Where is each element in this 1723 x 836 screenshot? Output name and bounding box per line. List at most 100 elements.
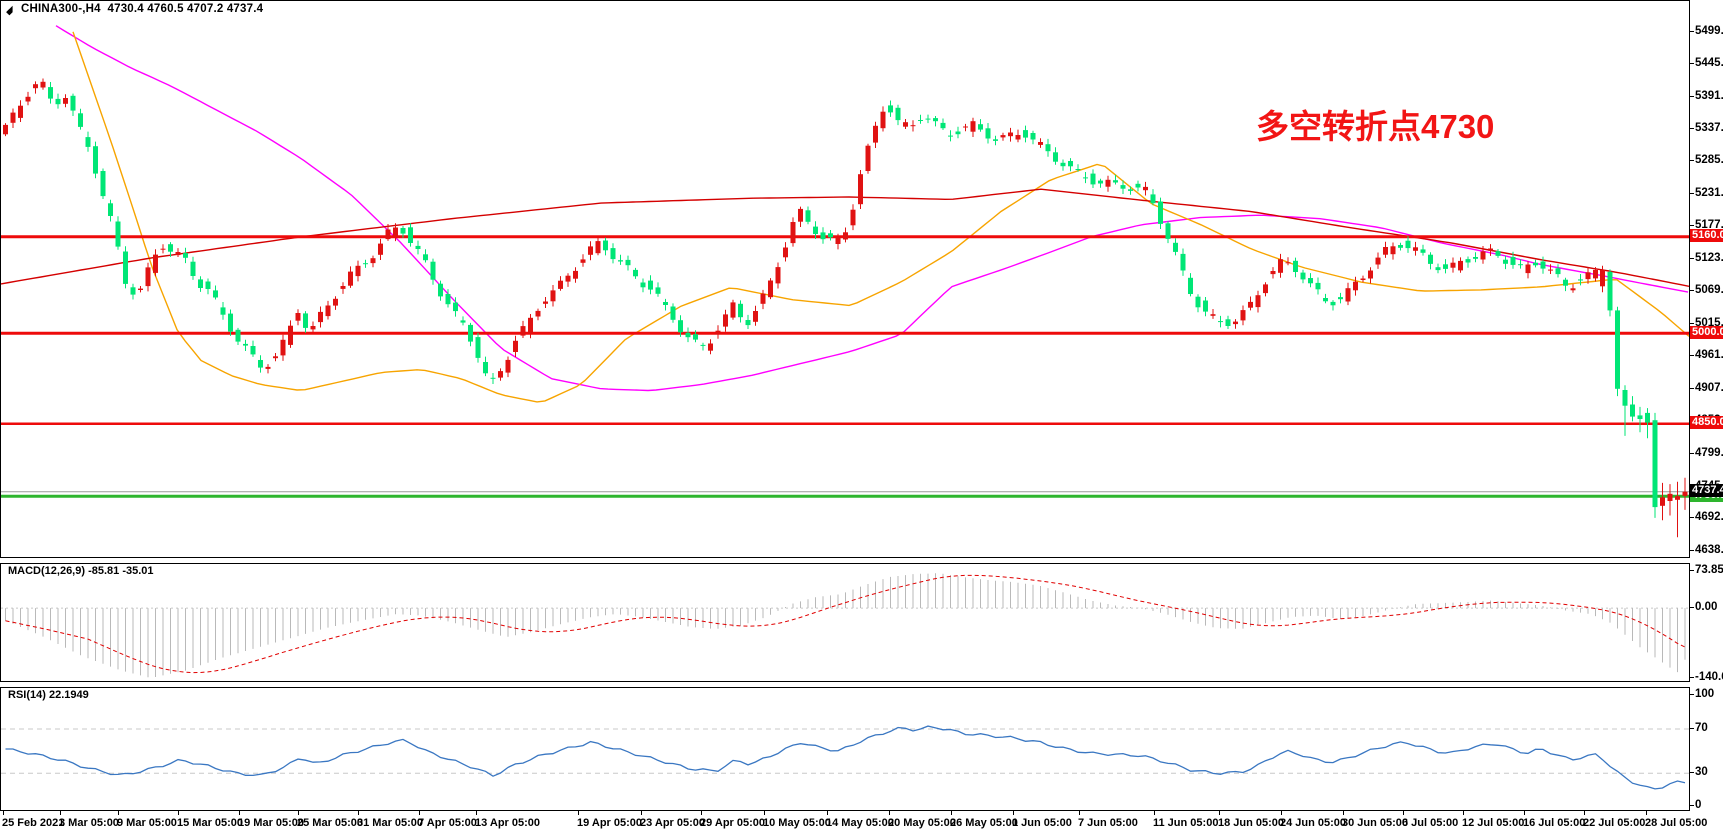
price-axis-tick-label: 5285.0 [1695,153,1723,166]
symbol-info-row: CHINA300-,H4 4730.4 4760.5 4707.2 4737.4 [6,3,263,15]
rsi-axis-tick-mark [1689,771,1694,773]
candle-body [1353,281,1358,291]
candle-body [843,232,848,240]
candle-body [678,320,683,333]
time-axis-tick-mark [3,811,4,815]
candle-body [145,267,151,287]
candle-body [1135,183,1141,188]
time-axis-tick-mark [178,811,179,815]
price-axis-tick-mark [1689,63,1694,65]
candle-body [595,241,601,254]
candle-body [1607,271,1613,311]
candle-body [235,329,241,342]
rsi-panel[interactable] [0,687,1690,811]
candlestick-chart-surface[interactable] [1,1,1689,557]
candle-body [1113,180,1118,183]
candle-body [130,287,136,295]
candle-body [1405,240,1411,249]
candle-body [1203,300,1208,312]
macd-axis-tick-mark [1689,606,1694,608]
price-axis-tick-mark [1689,159,1694,161]
candle-body [1667,493,1673,501]
candle-body [1338,297,1343,300]
candle-body [363,263,368,265]
price-axis-tick-mark [1689,453,1694,455]
candle-body [558,280,563,289]
candle-body [475,337,481,358]
candle-body [805,210,811,222]
candle-body [1120,185,1126,189]
candle-body [153,254,158,273]
time-axis-label: 12 Jul 05:00 [1462,817,1525,829]
candle-body [3,124,8,135]
symbol-ohlc-text: CHINA300-,H4 4730.4 4760.5 4707.2 4737.4 [21,3,264,15]
candle-body [798,208,803,222]
rsi-axis-tick-label: 100 [1695,688,1715,701]
candle-body [393,227,398,236]
time-axis-tick-mark [1281,811,1282,815]
candle-body [648,280,653,290]
candle-body [1578,279,1583,281]
macd-axis-tick-mark [1689,569,1694,571]
price-axis-tick-mark [1689,257,1694,259]
candle-body [903,122,908,127]
time-axis-tick-mark [60,811,61,815]
candle-body [1420,249,1426,253]
time-axis-label: 31 Mar 05:00 [357,817,424,829]
time-axis-label: 24 Jun 05:00 [1280,817,1347,829]
candle-body [1068,161,1073,167]
candle-body [1682,491,1688,496]
main-price-panel[interactable] [0,0,1690,558]
time-axis-label: 13 Apr 05:00 [475,817,541,829]
candle-body [790,222,796,244]
candle-body [1315,282,1321,290]
candle-body [40,81,46,88]
price-axis-tick-label: 5499.5 [1695,24,1723,37]
candle-body [693,334,698,340]
candle-body [1555,268,1561,275]
time-axis-label: 25 Mar 05:00 [297,817,364,829]
macd-chart-surface[interactable] [1,564,1689,681]
candle-body [1188,277,1193,294]
time-axis-tick-mark [641,811,642,815]
candle-body [513,340,518,352]
candle-body [1390,246,1396,255]
candle-body [288,325,293,345]
candle-body [1218,321,1223,323]
price-axis-tick-mark [1689,549,1694,551]
time-axis-label: 3 Mar 05:00 [59,817,119,829]
candle-body [1563,279,1568,286]
candle-body [63,98,68,104]
price-level-badge: 4850.0 [1690,416,1723,430]
candle-body [1495,251,1501,256]
price-axis-tick-label: 5123.0 [1695,251,1723,264]
candle-body [123,251,128,284]
candle-body [663,302,668,305]
candle-body [1360,278,1366,280]
candle-body [10,112,16,123]
price-axis-tick-label: 4799.0 [1695,447,1723,460]
candle-body [1060,162,1066,167]
candle-body [1015,135,1021,140]
rsi-chart-surface[interactable] [1,688,1689,810]
candle-body [1255,295,1261,308]
candle-body [1278,259,1283,273]
price-axis-tick-mark [1689,517,1694,519]
time-axis-tick-mark [1403,811,1404,815]
candle-body [1675,496,1680,500]
candle-body [378,243,383,255]
macd-panel[interactable] [0,563,1690,682]
time-axis-label: 11 Jun 05:00 [1153,817,1219,829]
candle-body [1570,288,1576,291]
candle-body [1158,201,1163,224]
candle-body [1458,260,1463,271]
rsi-axis-tick-label: 0 [1695,799,1702,812]
candle-body [910,125,916,127]
candle-body [243,343,248,346]
candle-body [1150,194,1156,204]
candle-body [573,270,578,279]
candle-body [1450,262,1456,268]
candle-body [1368,270,1373,279]
time-axis-label: 1 Jun 05:00 [1012,817,1072,829]
symbol-dropdown-icon[interactable] [6,5,16,15]
